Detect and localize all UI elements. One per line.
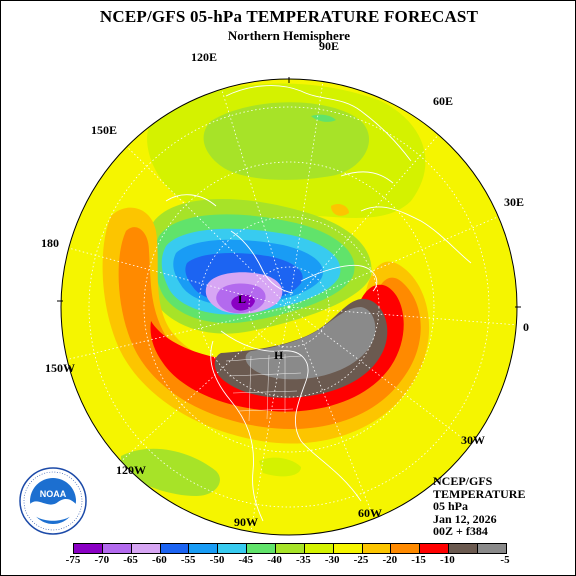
low-marker: L bbox=[238, 292, 246, 306]
legend-swatch bbox=[449, 544, 479, 553]
legend-swatch bbox=[333, 544, 363, 553]
chart-subtitle: Northern Hemisphere bbox=[227, 28, 351, 43]
legend-swatch bbox=[218, 544, 248, 553]
legend-label: -65 bbox=[123, 554, 138, 566]
legend-swatch bbox=[131, 544, 161, 553]
legend-label: -70 bbox=[94, 554, 110, 566]
legend-label: -75 bbox=[65, 554, 81, 566]
legend-label: -25 bbox=[353, 554, 369, 566]
field-region-75 bbox=[231, 294, 255, 311]
legend-swatch bbox=[391, 544, 421, 553]
lon-label-180: 180 bbox=[41, 236, 59, 250]
info-variable: TEMPERATURE bbox=[433, 486, 526, 501]
state-borders bbox=[225, 354, 302, 422]
legend-label: -15 bbox=[411, 554, 426, 566]
lon-label-120e: 120E bbox=[191, 50, 218, 64]
legend-label: -50 bbox=[209, 554, 225, 566]
lon-label-90e: 90E bbox=[319, 39, 340, 53]
high-marker: H bbox=[274, 348, 284, 362]
legend-label: -10 bbox=[440, 554, 455, 566]
legend-label: -45 bbox=[238, 554, 254, 566]
field-region-25-small bbox=[331, 203, 349, 216]
forecast-info: NCEP/GFS TEMPERATURE 05 hPa Jan 12, 2026… bbox=[433, 475, 525, 538]
temperature-field: L H bbox=[61, 79, 517, 535]
lon-label-90w: 90W bbox=[234, 515, 258, 529]
coastlines bbox=[165, 85, 472, 522]
color-legend bbox=[73, 543, 507, 554]
noaa-logo-ring-lettering bbox=[23, 471, 83, 531]
lon-label-60w: 60W bbox=[358, 506, 382, 520]
legend-swatch bbox=[362, 544, 392, 553]
field-region-40 bbox=[203, 102, 370, 180]
info-date: Jan 12, 2026 bbox=[433, 511, 497, 526]
legend-swatch bbox=[276, 544, 305, 553]
lon-label-150w: 150W bbox=[45, 361, 75, 375]
noaa-logo-text: NOAA bbox=[40, 489, 67, 499]
legend-swatch bbox=[304, 544, 334, 553]
legend-swatch bbox=[189, 544, 219, 553]
lon-label-0: 0 bbox=[523, 320, 529, 334]
field-region-45-small bbox=[311, 114, 336, 122]
legend-label: -60 bbox=[152, 554, 167, 566]
edge-ticks bbox=[57, 77, 521, 308]
legend-swatch bbox=[102, 544, 132, 553]
legend-label: -40 bbox=[267, 554, 282, 566]
color-legend-labels: -75 -70 -65 -60 -55 -50 -45 -40 -35 -30 -25 -20 -15 -… bbox=[1, 554, 575, 568]
legend-label: -5 bbox=[500, 554, 510, 566]
chart-title: NCEP/GFS 05-hPa TEMPERATURE FORECAST bbox=[99, 7, 479, 26]
noaa-logo: NOAA bbox=[19, 467, 87, 535]
lon-label-120w: 120W bbox=[116, 463, 146, 477]
info-forecast: 00Z + f384 bbox=[433, 524, 488, 538]
legend-swatch bbox=[420, 544, 450, 553]
legend-swatch bbox=[160, 544, 190, 553]
noaa-logo-bird bbox=[30, 498, 76, 521]
field-region-35-south bbox=[259, 457, 301, 477]
legend-label: -35 bbox=[296, 554, 311, 566]
info-model: NCEP/GFS bbox=[433, 474, 493, 488]
legend-swatch bbox=[247, 544, 277, 553]
legend-label: -30 bbox=[324, 554, 340, 566]
lon-label-30w: 30W bbox=[461, 433, 485, 447]
graticule bbox=[61, 79, 517, 532]
legend-swatch bbox=[478, 544, 506, 553]
lon-label-30e: 30E bbox=[504, 195, 525, 209]
lon-label-60e: 60E bbox=[433, 94, 454, 108]
legend-label: -20 bbox=[382, 554, 398, 566]
legend-swatch bbox=[74, 544, 103, 553]
legend-label: -55 bbox=[180, 554, 196, 566]
lon-label-150e: 150E bbox=[91, 123, 118, 137]
field-region-5 bbox=[245, 307, 376, 380]
info-level: 05 hPa bbox=[433, 499, 469, 513]
